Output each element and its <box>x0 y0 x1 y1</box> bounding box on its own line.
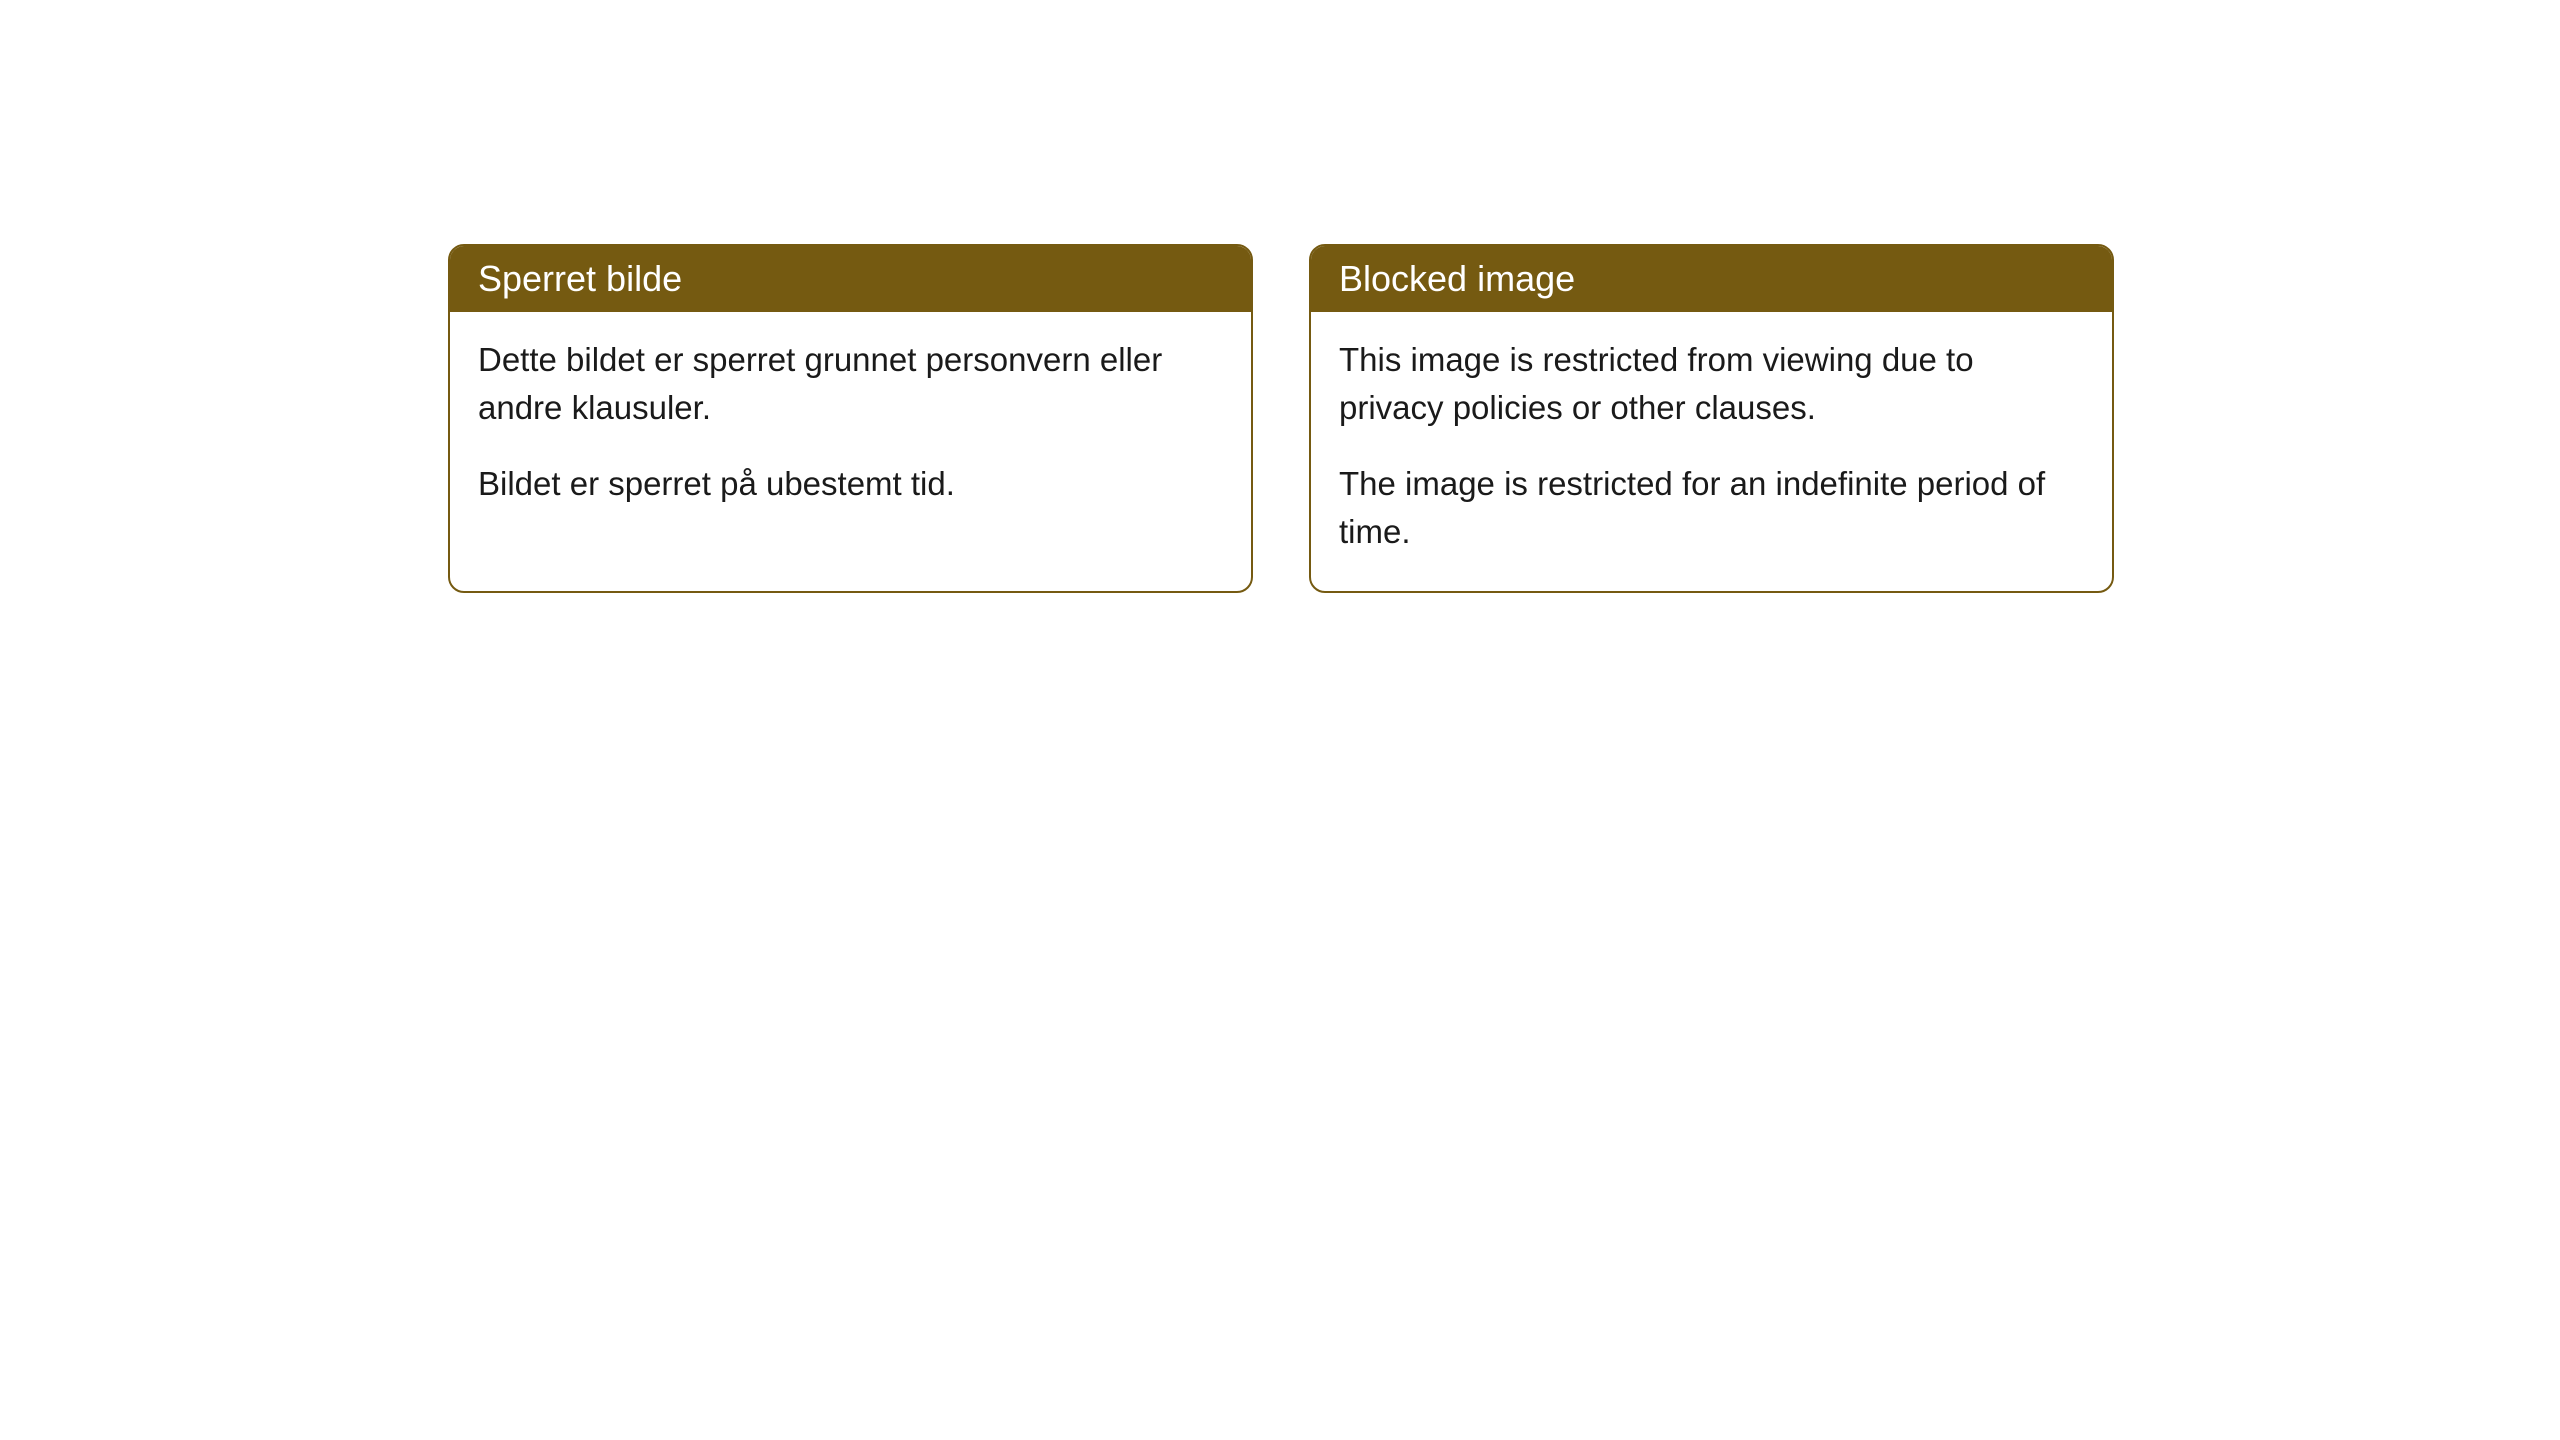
card-header: Blocked image <box>1311 246 2112 312</box>
card-header: Sperret bilde <box>450 246 1251 312</box>
card-body: This image is restricted from viewing du… <box>1311 312 2112 591</box>
card-title: Blocked image <box>1339 258 1575 299</box>
notice-card-english: Blocked image This image is restricted f… <box>1309 244 2114 593</box>
card-paragraph: The image is restricted for an indefinit… <box>1339 460 2084 556</box>
card-paragraph: Bildet er sperret på ubestemt tid. <box>478 460 1223 508</box>
notice-card-norwegian: Sperret bilde Dette bildet er sperret gr… <box>448 244 1253 593</box>
card-body: Dette bildet er sperret grunnet personve… <box>450 312 1251 544</box>
card-paragraph: This image is restricted from viewing du… <box>1339 336 2084 432</box>
notice-cards-container: Sperret bilde Dette bildet er sperret gr… <box>448 244 2114 593</box>
card-paragraph: Dette bildet er sperret grunnet personve… <box>478 336 1223 432</box>
card-title: Sperret bilde <box>478 258 682 299</box>
